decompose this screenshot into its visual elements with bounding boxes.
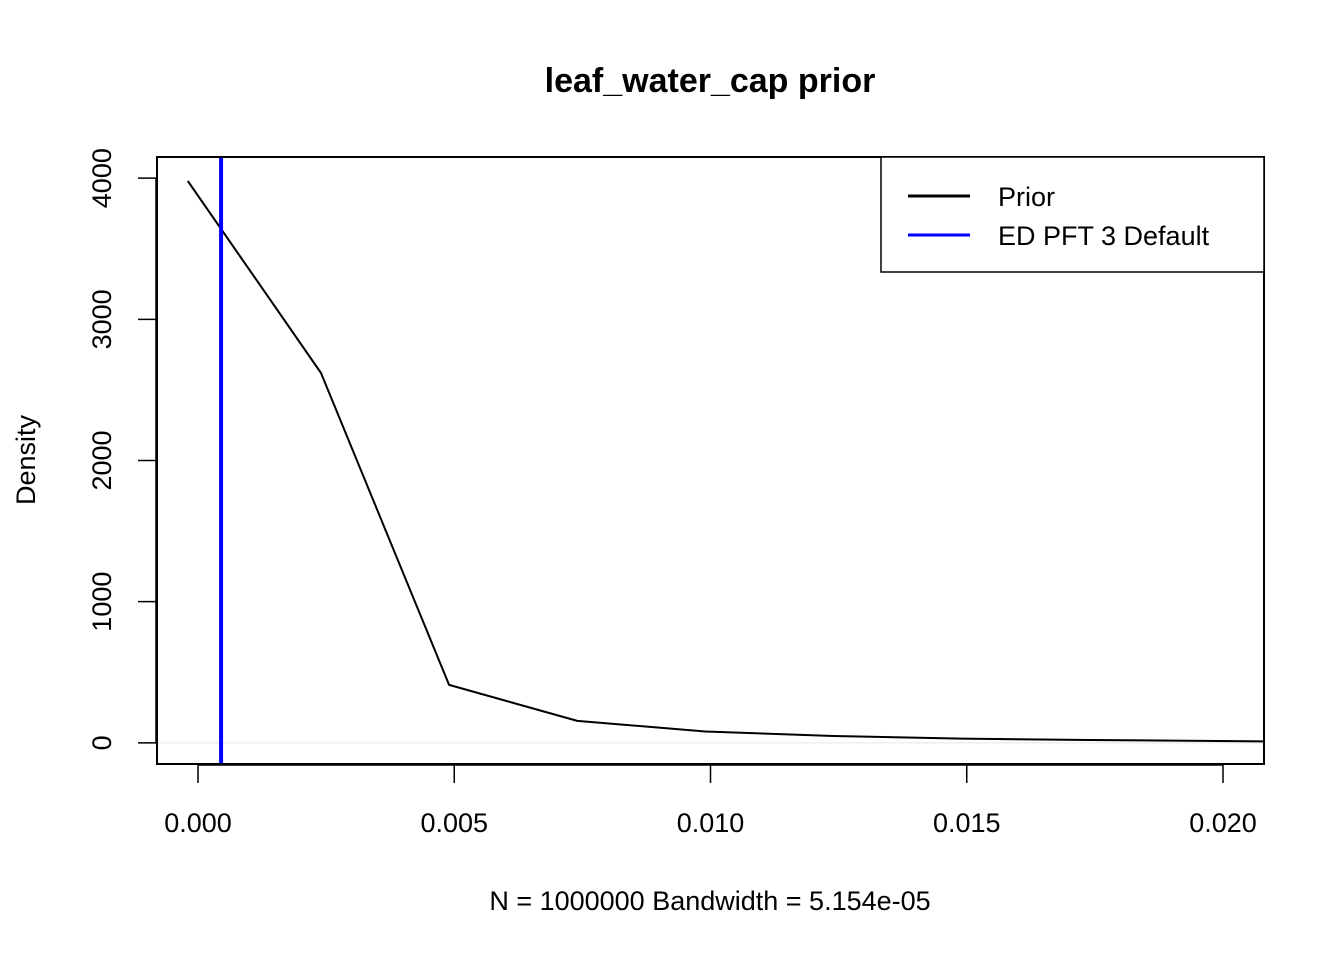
x-tick-label: 0.020 [1189,808,1257,838]
series-layer [186,180,1265,743]
x-tick-label: 0.005 [420,808,488,838]
chart-title: leaf_water_cap prior [545,62,876,100]
x-axis: 0.000 0.005 0.010 0.015 0.020 [164,764,1257,838]
x-tick-label: 0.015 [933,808,1001,838]
x-tick-label: 0.010 [677,808,745,838]
legend: Prior ED PFT 3 Default [880,156,1265,273]
y-tick-label: 3000 [87,289,117,349]
legend-label-default: ED PFT 3 Default [998,221,1210,251]
y-tick-label: 2000 [87,430,117,490]
x-tick-label: 0.000 [164,808,232,838]
legend-box [880,156,1265,273]
plot-frame [156,156,1265,765]
y-tick-label: 0 [87,735,117,750]
y-axis: 0 1000 2000 3000 4000 [87,148,157,750]
y-tick-label: 1000 [87,572,117,632]
y-axis-label: Density [11,414,41,505]
legend-label-prior: Prior [998,182,1055,212]
series-line-0 [186,180,1265,743]
x-axis-label: N = 1000000 Bandwidth = 5.154e-05 [489,886,930,916]
y-tick-label: 4000 [87,148,117,208]
